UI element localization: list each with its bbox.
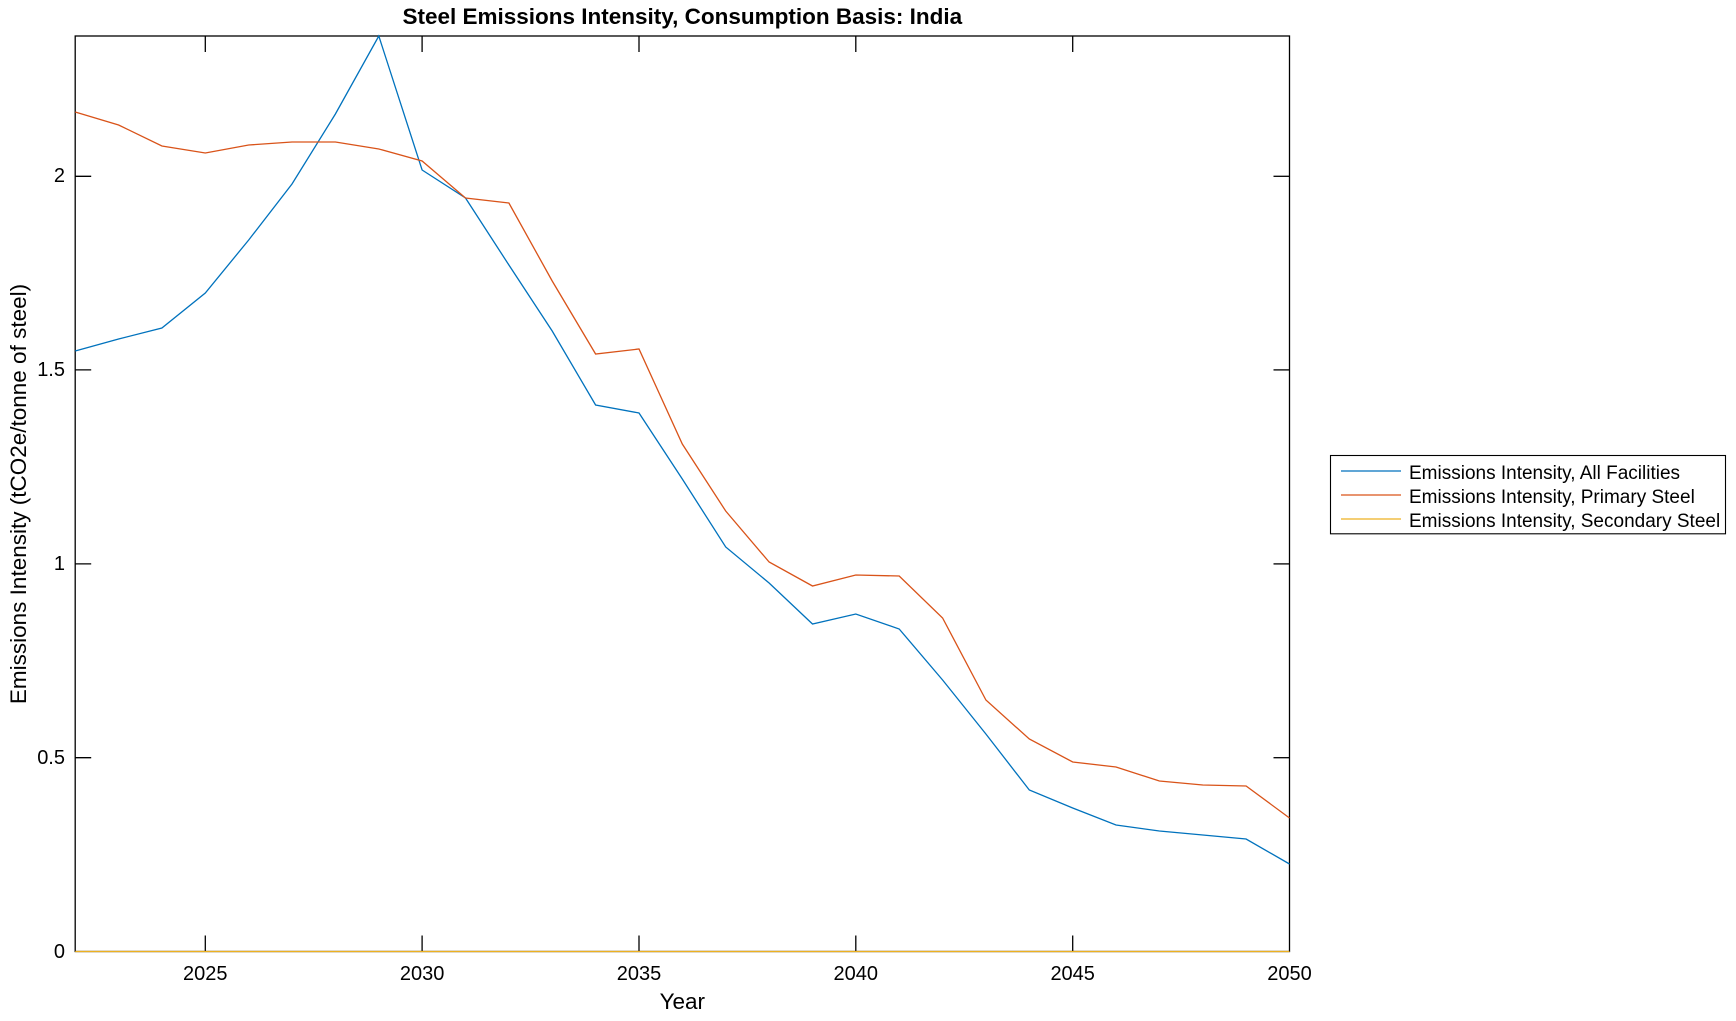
svg-text:Emissions Intensity, All Facil: Emissions Intensity, All Facilities xyxy=(1409,463,1680,484)
svg-text:Year: Year xyxy=(660,989,706,1014)
svg-text:2: 2 xyxy=(54,165,65,187)
svg-text:2045: 2045 xyxy=(1050,963,1095,985)
svg-text:2040: 2040 xyxy=(834,963,879,985)
svg-text:2035: 2035 xyxy=(617,963,662,985)
svg-text:2050: 2050 xyxy=(1267,963,1312,985)
svg-text:0.5: 0.5 xyxy=(37,747,65,769)
svg-text:Emissions Intensity, Secondary: Emissions Intensity, Secondary Steel xyxy=(1409,511,1720,532)
svg-text:1: 1 xyxy=(54,553,65,575)
svg-text:Emissions Intensity, Primary S: Emissions Intensity, Primary Steel xyxy=(1409,487,1695,508)
svg-text:0: 0 xyxy=(54,941,65,963)
svg-text:2030: 2030 xyxy=(400,963,445,985)
svg-text:1.5: 1.5 xyxy=(37,359,65,381)
svg-text:Emissions Intensity (tCO2e/ton: Emissions Intensity (tCO2e/tonne of stee… xyxy=(6,284,31,704)
svg-text:2025: 2025 xyxy=(183,963,228,985)
svg-text:Steel Emissions Intensity, Con: Steel Emissions Intensity, Consumption B… xyxy=(402,4,962,29)
